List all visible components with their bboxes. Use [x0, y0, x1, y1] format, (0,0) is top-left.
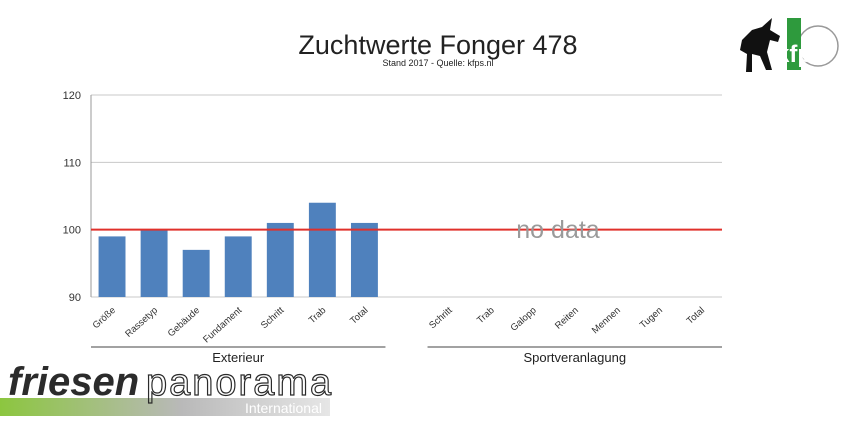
x-tick-label: Schritt [259, 305, 287, 331]
group-label: Sportveranlagung [523, 350, 626, 365]
group-label: Exterieur [212, 350, 265, 365]
y-tick-label: 120 [63, 90, 81, 102]
brand-part1: friesen [8, 360, 139, 404]
y-tick-label: 90 [69, 292, 81, 304]
x-tick-label: Schritt [427, 305, 455, 331]
chart-title: Zuchtwerte Fonger 478 [298, 30, 577, 60]
no-data-label: no data [516, 216, 600, 244]
bar [182, 249, 210, 297]
y-tick-label: 110 [63, 157, 81, 169]
friesenpanorama-logo: friesen panorama International [0, 360, 333, 416]
bar [350, 222, 378, 297]
x-tick-label: Trab [475, 305, 497, 326]
group-labels: Exterieur Sportveranlagung [91, 346, 722, 365]
bar [98, 236, 126, 297]
x-tick-label: Galopp [509, 305, 539, 334]
x-tick-label: Tugen [638, 305, 665, 331]
x-tick-label: Gebäude [166, 305, 202, 339]
x-tick-label: Fundament [201, 305, 244, 346]
horse-icon [740, 18, 780, 72]
x-tick-label: Trab [307, 305, 329, 326]
bars [98, 202, 378, 297]
y-tick-label: 100 [63, 225, 81, 237]
x-tick-label: Größe [91, 305, 118, 331]
x-tick-label: Mennen [590, 305, 623, 336]
kfp-logo-text: kfp [776, 41, 812, 68]
x-tick-label: Rassetyp [123, 305, 160, 340]
bar [266, 222, 294, 297]
y-axis-ticks: 90 100 110 120 [63, 90, 81, 304]
x-tick-label: Total [348, 305, 370, 327]
chart-subtitle: Stand 2017 - Quelle: kfps.nl [382, 58, 493, 68]
kfp-logo: kfp [740, 18, 839, 72]
bar [224, 236, 252, 297]
bar [140, 229, 168, 297]
x-tick-label: Reiten [553, 305, 581, 332]
x-tick-label: Total [685, 305, 707, 327]
brand-bar [0, 398, 330, 416]
bar [308, 202, 336, 297]
brand-part2: panorama [146, 362, 333, 404]
brand-part3: International [245, 400, 322, 416]
